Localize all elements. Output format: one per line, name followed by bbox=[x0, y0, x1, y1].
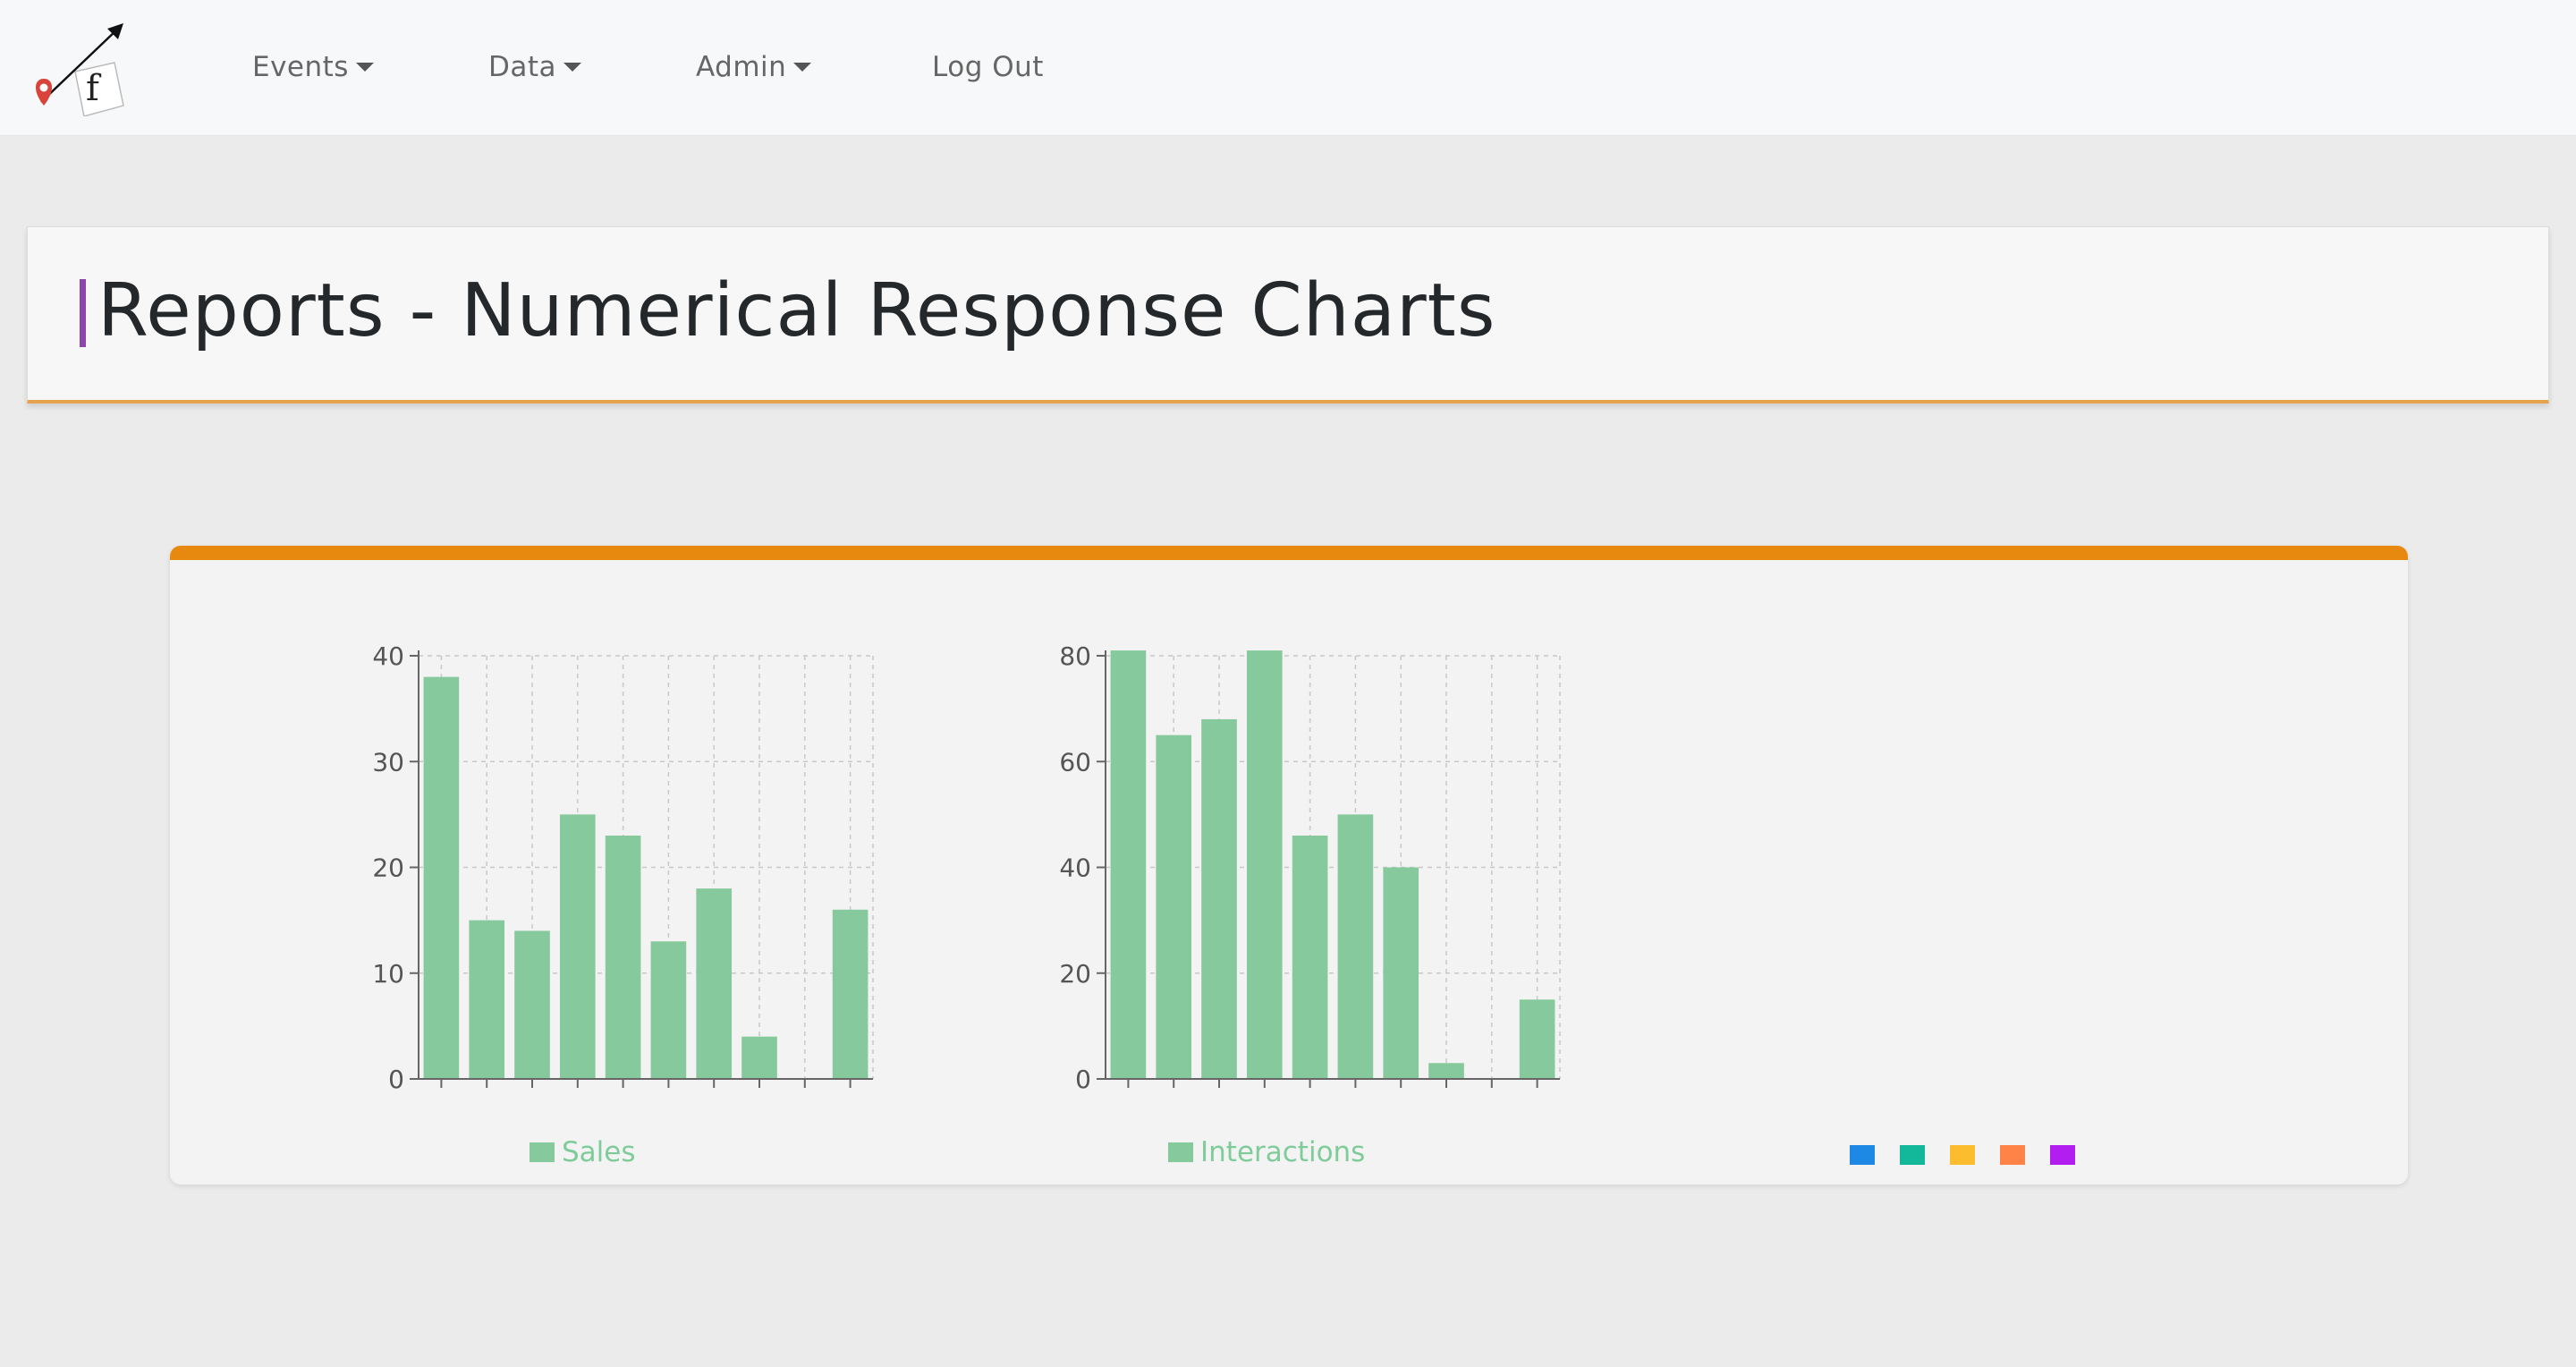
nav-admin-dropdown[interactable]: Admin bbox=[696, 47, 812, 88]
legend-swatch[interactable] bbox=[1850, 1145, 1875, 1165]
y-tick-label: 40 bbox=[1059, 853, 1091, 883]
bar bbox=[1428, 1063, 1464, 1079]
bar bbox=[605, 836, 641, 1079]
nav-data-dropdown[interactable]: Data bbox=[488, 47, 582, 88]
y-tick-label: 40 bbox=[372, 641, 404, 671]
bar bbox=[423, 676, 460, 1079]
legend-swatch[interactable] bbox=[1900, 1145, 1925, 1165]
y-tick-label: 20 bbox=[372, 853, 404, 883]
chevron-down-icon bbox=[355, 63, 374, 72]
chevron-down-icon bbox=[793, 63, 812, 72]
bar bbox=[559, 814, 596, 1079]
nav-events-dropdown[interactable]: Events bbox=[252, 47, 374, 88]
chevron-down-icon bbox=[564, 63, 582, 72]
svg-text:f: f bbox=[86, 68, 102, 109]
legend-swatch bbox=[530, 1142, 555, 1162]
legend-swatch bbox=[1168, 1142, 1193, 1162]
y-tick-label: 10 bbox=[372, 959, 404, 989]
y-tick-label: 30 bbox=[372, 747, 404, 777]
bar bbox=[650, 941, 687, 1079]
app-logo[interactable]: f bbox=[25, 16, 132, 116]
bar bbox=[469, 920, 505, 1079]
nav-admin-label: Admin bbox=[696, 51, 787, 83]
title-accent-bar bbox=[80, 279, 86, 347]
bar bbox=[1246, 650, 1283, 1079]
bar bbox=[741, 1036, 777, 1079]
bar bbox=[1337, 814, 1374, 1079]
navbar: f Events Data Admin Log Out bbox=[0, 0, 2576, 136]
page-header-card: Reports - Numerical Response Charts bbox=[27, 226, 2549, 403]
bar bbox=[1201, 718, 1237, 1079]
legend-swatch[interactable] bbox=[2000, 1145, 2025, 1165]
nav-data-label: Data bbox=[488, 51, 557, 83]
legend-interactions-label: Interactions bbox=[1200, 1136, 1366, 1168]
bar bbox=[1519, 999, 1555, 1079]
nav-logout-label: Log Out bbox=[932, 51, 1044, 83]
bar bbox=[696, 888, 733, 1079]
bar bbox=[832, 909, 869, 1079]
bar bbox=[1156, 734, 1192, 1079]
legend-swatch[interactable] bbox=[2050, 1145, 2075, 1165]
legend-interactions[interactable]: Interactions bbox=[1168, 1134, 1365, 1170]
bar bbox=[1292, 836, 1328, 1079]
bar bbox=[514, 930, 550, 1079]
legend-sales[interactable]: Sales bbox=[530, 1134, 636, 1170]
y-tick-label: 20 bbox=[1059, 959, 1091, 989]
bar bbox=[1383, 867, 1419, 1079]
y-tick-label: 60 bbox=[1059, 747, 1091, 777]
page-title: Reports - Numerical Response Charts bbox=[97, 268, 1496, 353]
nav-events-label: Events bbox=[252, 51, 349, 83]
legend-swatch[interactable] bbox=[1950, 1145, 1975, 1165]
legend-sales-label: Sales bbox=[562, 1136, 636, 1168]
y-tick-label: 0 bbox=[1075, 1065, 1091, 1094]
y-tick-label: 0 bbox=[388, 1065, 404, 1094]
empty-chart-legend bbox=[1850, 1145, 2100, 1165]
nav-logout-link[interactable]: Log Out bbox=[932, 47, 1044, 88]
y-tick-label: 80 bbox=[1059, 641, 1091, 671]
bar bbox=[1110, 650, 1147, 1079]
